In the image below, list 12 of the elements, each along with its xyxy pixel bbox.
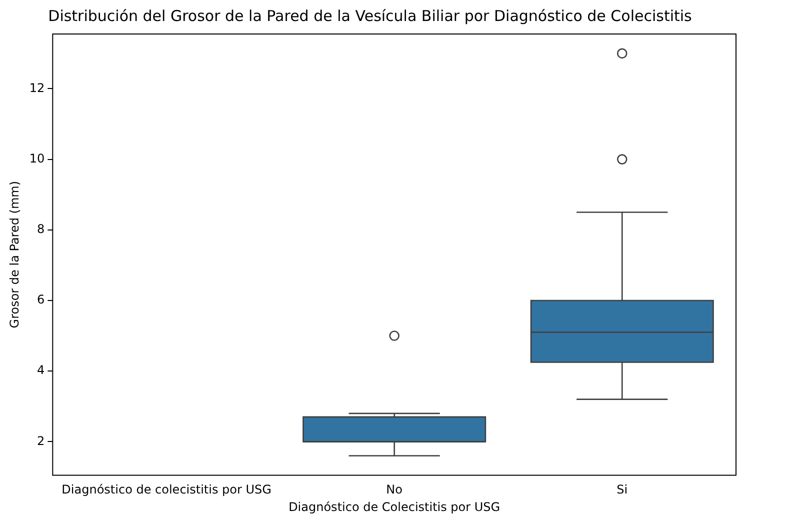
y-tick-label: 8 <box>37 222 45 236</box>
x-tick-label: No <box>386 482 402 497</box>
x-tick-label: Si <box>616 482 628 497</box>
y-tick-label: 6 <box>37 292 45 307</box>
chart-title: Distribución del Grosor de la Pared de la Vesícula Biliar por Diagnóstico de Colecistitis <box>48 6 692 25</box>
y-tick-label: 10 <box>29 151 45 166</box>
y-axis-title: Grosor de la Pared (mm) <box>7 180 22 328</box>
x-axis-title: Diagnóstico de Colecistitis por USG <box>288 500 500 514</box>
y-tick-label: 12 <box>29 80 45 95</box>
y-tick-label: 2 <box>37 434 45 448</box>
y-tick-label: 4 <box>37 363 45 378</box>
x-tick-label: Diagnóstico de colecistitis por USG <box>62 482 272 497</box>
